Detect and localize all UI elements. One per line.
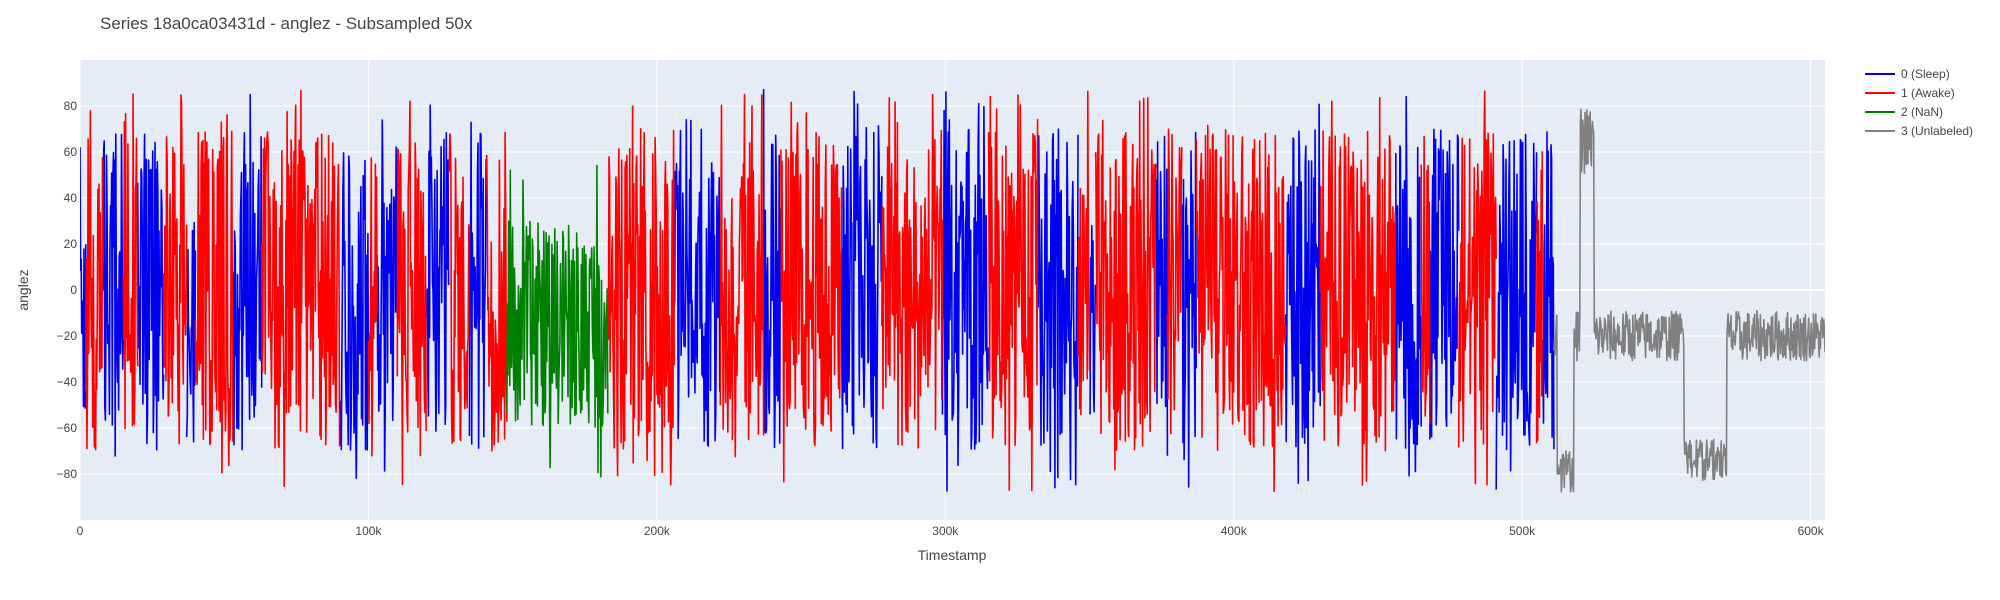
x-tick-label: 600k xyxy=(1798,524,1825,538)
series-line xyxy=(1077,90,1091,416)
legend-label: 3 (Unlabeled) xyxy=(1901,124,1973,138)
x-tick-label: 400k xyxy=(1221,524,1248,538)
x-tick-label: 0 xyxy=(77,524,84,538)
series-line xyxy=(506,164,609,478)
x-tick-label: 100k xyxy=(355,524,382,538)
chart-title: Series 18a0ca03431d - anglez - Subsample… xyxy=(100,14,473,33)
series-line xyxy=(1166,128,1183,435)
y-tick-label: −40 xyxy=(57,375,78,389)
series-line xyxy=(367,157,378,457)
series-line xyxy=(1420,135,1431,425)
series-line xyxy=(1395,95,1422,477)
series-1 xyxy=(85,89,1544,492)
series-line xyxy=(162,94,188,445)
series-line xyxy=(987,94,1039,492)
series-line xyxy=(780,101,843,483)
legend-label: 2 (NaN) xyxy=(1901,105,1943,119)
series-line xyxy=(102,133,125,457)
series-line xyxy=(1088,224,1097,415)
y-tick-label: 0 xyxy=(70,283,77,297)
series-line xyxy=(840,90,883,450)
series-line xyxy=(1036,128,1079,489)
series-line xyxy=(1535,151,1544,444)
series-line xyxy=(485,131,508,452)
x-tick-labels: 0 100k 200k 300k 400k 500k 600k xyxy=(77,524,1825,538)
y-tick-labels: −80 −60 −40 −20 0 20 40 60 80 xyxy=(57,99,78,481)
legend-item[interactable]: 0 (Sleep) xyxy=(1865,67,1950,81)
y-tick-label: −80 xyxy=(57,467,78,481)
legend-label: 0 (Sleep) xyxy=(1901,67,1950,81)
x-tick-label: 500k xyxy=(1509,524,1536,538)
series-line xyxy=(1495,133,1538,490)
series-line xyxy=(122,93,139,430)
series-line xyxy=(673,118,722,447)
series-line xyxy=(232,93,263,451)
series-line xyxy=(80,147,87,409)
series-line xyxy=(85,110,104,451)
series-line xyxy=(260,89,341,487)
series-line xyxy=(762,89,782,449)
x-axis-title: Timestamp xyxy=(918,547,987,563)
y-tick-label: −20 xyxy=(57,329,78,343)
series-line xyxy=(194,114,234,474)
series-line xyxy=(1457,90,1497,486)
series-line xyxy=(448,133,471,444)
y-tick-label: −60 xyxy=(57,421,78,435)
series-3 xyxy=(1553,108,1825,493)
series-line xyxy=(941,91,990,492)
legend-label: 1 (Awake) xyxy=(1901,86,1955,100)
series-line xyxy=(1429,128,1460,440)
series-line xyxy=(425,104,450,432)
series-layer xyxy=(80,89,1825,493)
series-line xyxy=(1553,108,1825,493)
series-line xyxy=(719,93,765,458)
series-0 xyxy=(80,89,1555,492)
x-tick-label: 300k xyxy=(932,524,959,538)
series-line xyxy=(1195,124,1287,492)
y-tick-label: 60 xyxy=(64,145,78,159)
legend-item[interactable]: 1 (Awake) xyxy=(1865,86,1955,100)
series-line xyxy=(396,100,427,486)
series-line xyxy=(1284,103,1321,484)
series-line xyxy=(338,152,370,479)
legend-item[interactable]: 2 (NaN) xyxy=(1865,105,1943,119)
series-line xyxy=(1094,97,1157,471)
series-line xyxy=(468,121,488,449)
series-line xyxy=(1181,131,1197,488)
series-line xyxy=(1319,97,1396,486)
series-line xyxy=(1541,131,1555,450)
series-line xyxy=(607,105,675,486)
y-tick-label: 80 xyxy=(64,99,78,113)
series-line xyxy=(185,221,197,443)
x-tick-label: 200k xyxy=(644,524,671,538)
series-line xyxy=(376,119,399,472)
series-2 xyxy=(506,164,609,478)
series-line xyxy=(136,133,165,451)
y-tick-label: 20 xyxy=(64,237,78,251)
legend: 0 (Sleep) 1 (Awake) 2 (NaN) 3 (Unlabeled) xyxy=(1865,67,1973,138)
series-line xyxy=(1155,135,1169,456)
legend-item[interactable]: 3 (Unlabeled) xyxy=(1865,124,1973,138)
y-tick-label: 40 xyxy=(64,191,78,205)
y-axis-title: anglez xyxy=(15,269,31,310)
series-line xyxy=(881,93,944,449)
